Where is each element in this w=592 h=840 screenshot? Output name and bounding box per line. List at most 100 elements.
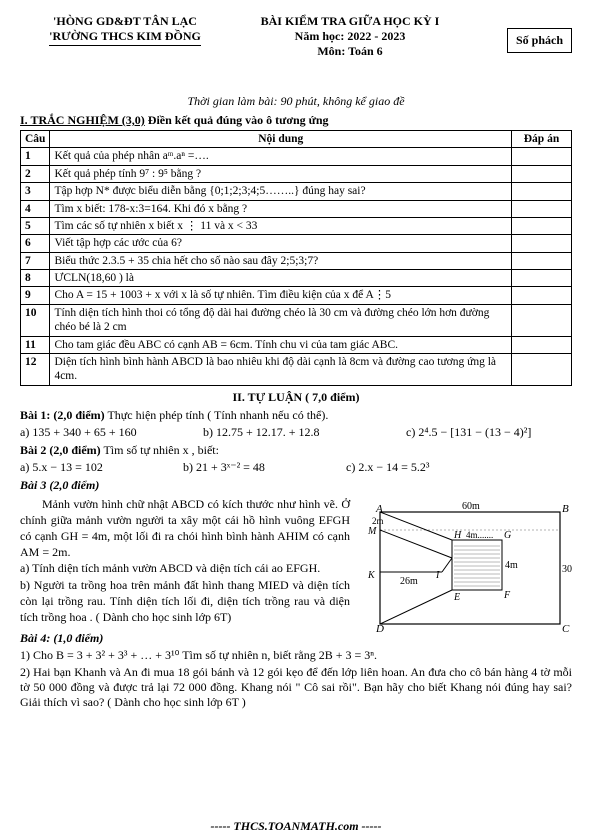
bai1-desc: Thực hiện phép tính ( Tính nhanh nếu có …	[107, 408, 328, 422]
cell-answer	[512, 353, 572, 385]
bai2-c: c) 2.x − 14 = 5.2³	[346, 460, 429, 475]
exam-year: Năm học: 2022 - 2023	[220, 29, 480, 44]
bai2-items: a) 5.x − 13 = 102 b) 21 + 3ˣ⁻² = 48 c) 2…	[20, 460, 572, 475]
cell-question: Kết quả của phép nhân aᵐ.aⁿ =….	[50, 148, 512, 165]
mcq-table: Câu Nội dung Đáp án 1Kết quả của phép nh…	[20, 130, 572, 386]
lbl-E: E	[453, 592, 460, 603]
waves	[454, 546, 500, 586]
bai4: Bài 4: (1,0 điểm) 1) Cho B = 3 + 3² + 3³…	[20, 631, 572, 710]
cell-question: Biểu thức 2.3.5 + 35 chia hết cho số nào…	[50, 252, 512, 269]
cell-num: 4	[21, 200, 50, 217]
bai1: Bài 1: (2,0 điểm) Thực hiện phép tính ( …	[20, 408, 572, 440]
dim-HG: 4m.......	[466, 530, 493, 540]
cell-num: 11	[21, 336, 50, 353]
header: 'HÒNG GD&ĐT TÂN LẠC 'RƯỜNG THCS KIM ĐỒNG…	[20, 14, 572, 92]
time-note: Thời gian làm bài: 90 phút, không kể gia…	[20, 94, 572, 109]
cell-num: 3	[21, 183, 50, 200]
phach-box: Số phách	[507, 28, 572, 53]
cell-question: Kết quả phép tính 9⁷ : 9⁵ bằng ?	[50, 165, 512, 182]
section2-heading: II. TỰ LUẬN ( 7,0 điểm)	[20, 390, 572, 405]
table-row: 9Cho A = 15 + 1003 + x với x là số tự nh…	[21, 287, 572, 304]
bai2: Bài 2 (2,0 điểm) Tìm số tự nhiên x , biế…	[20, 443, 572, 475]
cell-num: 9	[21, 287, 50, 304]
bai3-p1: Mảnh vườn hình chữ nhật ABCD có kích thư…	[20, 496, 350, 561]
header-center: BÀI KIỂM TRA GIỮA HỌC KỲ I Năm học: 2022…	[220, 14, 480, 59]
cell-num: 10	[21, 304, 50, 336]
col-dapan: Đáp án	[512, 131, 572, 148]
square-EFGH	[452, 540, 502, 590]
cell-num: 7	[21, 252, 50, 269]
cell-question: Cho tam giác đều ABC có cạnh AB = 6cm. T…	[50, 336, 512, 353]
cell-answer	[512, 200, 572, 217]
section1-instr: Điền kết quả đúng vào ô tương ứng	[145, 113, 329, 127]
table-row: 8ƯCLN(18,60 ) là	[21, 270, 572, 287]
table-header-row: Câu Nội dung Đáp án	[21, 131, 572, 148]
lbl-G: G	[504, 530, 511, 541]
table-row: 10Tính diện tích hình thoi có tổng độ dà…	[21, 304, 572, 336]
table-row: 4Tìm x biết: 178-x:3=164. Khi đó x bằng …	[21, 200, 572, 217]
lbl-C: C	[562, 623, 570, 635]
table-row: 7Biểu thức 2.3.5 + 35 chia hết cho số nà…	[21, 252, 572, 269]
exam-subject: Môn: Toán 6	[220, 44, 480, 59]
lbl-H: H	[453, 530, 462, 541]
cell-question: Cho A = 15 + 1003 + x với x là số tự nhi…	[50, 287, 512, 304]
lbl-M: M	[367, 526, 377, 537]
footer: ----- THCS.TOANMATH.com -----	[0, 819, 592, 834]
cell-question: Tính diện tích hình thoi có tổng độ dài …	[50, 304, 512, 336]
bai1-b: b) 12.75 + 12.17. + 12.8	[203, 425, 403, 440]
cell-answer	[512, 183, 572, 200]
bai3-title: Bài 3 (2,0 điểm)	[20, 478, 99, 492]
exam-title: BÀI KIỂM TRA GIỮA HỌC KỲ I	[220, 14, 480, 29]
cell-answer	[512, 336, 572, 353]
cell-num: 6	[21, 235, 50, 252]
table-row: 1Kết quả của phép nhân aᵐ.aⁿ =….	[21, 148, 572, 165]
bai3-pb: b) Người ta trồng hoa trên mảnh đất hình…	[20, 577, 350, 626]
bai2-b: b) 21 + 3ˣ⁻² = 48	[183, 460, 343, 475]
dim-60m: 60m	[462, 501, 480, 512]
cell-answer	[512, 148, 572, 165]
table-row: 6Viết tập hợp các ước của 6?	[21, 235, 572, 252]
cell-answer	[512, 287, 572, 304]
cell-answer	[512, 217, 572, 234]
lbl-B: B	[562, 503, 569, 515]
cell-num: 8	[21, 270, 50, 287]
lbl-F: F	[503, 590, 511, 601]
cell-question: Diện tích hình bình hành ABCD là bao nhi…	[50, 353, 512, 385]
dim-26m: 26m	[400, 576, 418, 587]
bai1-a: a) 135 + 340 + 65 + 160	[20, 425, 200, 440]
cell-question: Tập hợp N* được biểu diễn bằng {0;1;2;3;…	[50, 183, 512, 200]
table-row: 5Tìm các số tự nhiên x biết x ⋮ 11 và x …	[21, 217, 572, 234]
section1-label: I. TRẮC NGHIỆM (3,0)	[20, 113, 145, 127]
bai3-body: Mảnh vườn hình chữ nhật ABCD có kích thư…	[20, 496, 572, 626]
cell-question: Viết tập hợp các ước của 6?	[50, 235, 512, 252]
lbl-D: D	[375, 623, 384, 635]
cell-num: 1	[21, 148, 50, 165]
header-left: 'HÒNG GD&ĐT TÂN LẠC 'RƯỜNG THCS KIM ĐỒNG	[20, 14, 230, 46]
dim-30m: 30m	[562, 564, 572, 575]
table-row: 2Kết quả phép tính 9⁷ : 9⁵ bằng ?	[21, 165, 572, 182]
dept-label: 'HÒNG GD&ĐT TÂN LẠC	[20, 14, 230, 29]
bai1-c: c) 2⁴.5 − [131 − (13 − 4)²]	[406, 425, 531, 440]
bai4-p1: 1) Cho B = 3 + 3² + 3³ + … + 3¹⁰ Tìm số …	[20, 648, 572, 663]
cell-answer	[512, 252, 572, 269]
section1-heading: I. TRẮC NGHIỆM (3,0) Điền kết quả đúng v…	[20, 113, 572, 128]
col-cau: Câu	[21, 131, 50, 148]
bai3-heading: Bài 3 (2,0 điểm)	[20, 478, 572, 493]
bai3-text: Mảnh vườn hình chữ nhật ABCD có kích thư…	[20, 496, 350, 626]
cell-question: ƯCLN(18,60 ) là	[50, 270, 512, 287]
bai3-pa: a) Tính diện tích mảnh vườn ABCD và diện…	[20, 560, 350, 576]
lbl-K: K	[367, 570, 376, 581]
cell-num: 5	[21, 217, 50, 234]
bai2-title: Bài 2 (2,0 điểm)	[20, 443, 101, 457]
dim-2m: 2m	[372, 516, 384, 526]
bai1-title: Bài 1: (2,0 điểm)	[20, 408, 105, 422]
bai4-title: Bài 4: (1,0 điểm)	[20, 631, 103, 645]
cell-answer	[512, 270, 572, 287]
cell-answer	[512, 235, 572, 252]
cell-num: 12	[21, 353, 50, 385]
cell-question: Tìm các số tự nhiên x biết x ⋮ 11 và x <…	[50, 217, 512, 234]
cell-question: Tìm x biết: 178-x:3=164. Khi đó x bằng ?	[50, 200, 512, 217]
bai2-a: a) 5.x − 13 = 102	[20, 460, 180, 475]
table-row: 11Cho tam giác đều ABC có cạnh AB = 6cm.…	[21, 336, 572, 353]
rect-ABCD	[380, 512, 560, 624]
